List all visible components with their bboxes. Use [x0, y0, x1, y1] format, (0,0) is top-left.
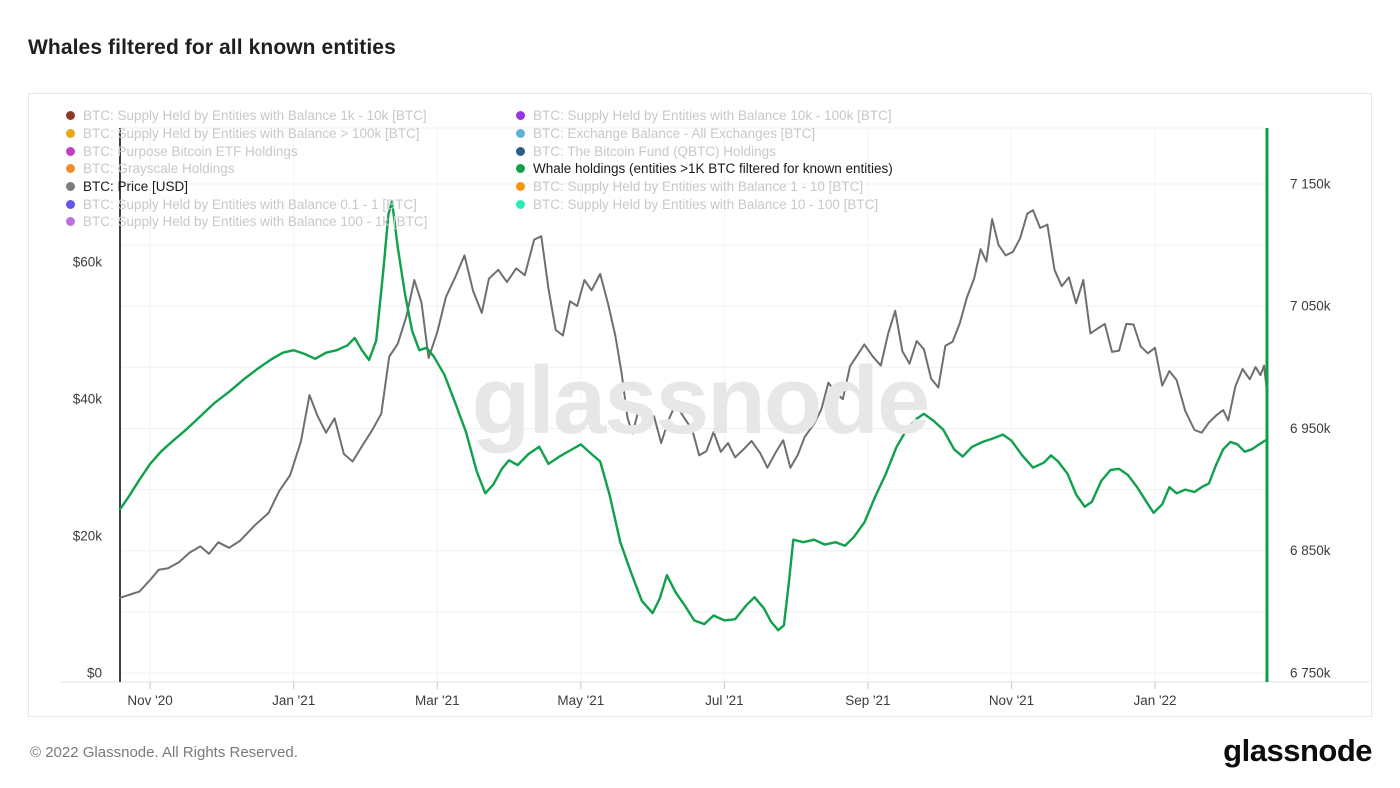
- legend-item[interactable]: BTC: Supply Held by Entities with Balanc…: [516, 107, 976, 125]
- series-color-dot-icon: [516, 111, 525, 121]
- series-color-dot-icon: [66, 199, 75, 209]
- y-tick-label-left: $40k: [73, 392, 103, 407]
- y-tick-label-left: $0: [87, 666, 102, 681]
- legend-item-label: BTC: Grayscale Holdings: [83, 161, 235, 177]
- legend-item[interactable]: BTC: The Bitcoin Fund (QBTC) Holdings: [516, 142, 976, 160]
- series-color-dot-icon: [66, 111, 75, 121]
- y-tick-label-right: 6 750k: [1290, 666, 1331, 681]
- x-tick-label: Jan '21: [272, 693, 315, 708]
- legend-item[interactable]: Whale holdings (entities >1K BTC filtere…: [516, 160, 976, 178]
- series-color-dot-icon: [516, 129, 525, 139]
- legend-item[interactable]: BTC: Supply Held by Entities with Balanc…: [66, 213, 516, 231]
- price-line: [119, 209, 1268, 599]
- legend-item-label: BTC: Supply Held by Entities with Balanc…: [83, 126, 420, 142]
- legend-item-label: BTC: Price [USD]: [83, 179, 189, 195]
- x-tick-label: Mar '21: [415, 693, 460, 708]
- series-color-dot-icon: [66, 129, 75, 139]
- legend-item-label: BTC: Supply Held by Entities with Balanc…: [533, 196, 879, 212]
- series-color-dot-icon: [66, 217, 75, 227]
- y-tick-label-right: 6 850k: [1290, 543, 1331, 558]
- copyright-text: © 2022 Glassnode. All Rights Reserved.: [30, 744, 298, 761]
- legend-item[interactable]: BTC: Supply Held by Entities with Balanc…: [66, 125, 516, 143]
- legend-column-2: BTC: Supply Held by Entities with Balanc…: [516, 107, 976, 231]
- x-tick-label: Nov '20: [127, 693, 172, 708]
- legend-item-label: BTC: The Bitcoin Fund (QBTC) Holdings: [533, 143, 776, 159]
- y-tick-label-right: 7 050k: [1290, 299, 1331, 314]
- whale-holdings-line: [118, 199, 1267, 632]
- legend-item[interactable]: BTC: Purpose Bitcoin ETF Holdings: [66, 142, 516, 160]
- x-tick-label: Nov '21: [989, 693, 1034, 708]
- x-tick-label: Jan '22: [1133, 693, 1176, 708]
- legend-item[interactable]: BTC: Supply Held by Entities with Balanc…: [516, 195, 976, 213]
- series-color-dot-icon: [516, 182, 525, 192]
- series-color-dot-icon: [516, 146, 525, 156]
- chart-card: Nov '20 Jan '21 Mar '21 May '21 Jul '21 Sep '…: [28, 93, 1372, 717]
- legend-item[interactable]: BTC: Exchange Balance - All Exchanges [B…: [516, 125, 976, 143]
- glassnode-logo: glassnode: [1223, 733, 1372, 768]
- chart-plot-area[interactable]: Nov '20 Jan '21 Mar '21 May '21 Jul '21 Sep '…: [29, 94, 1371, 716]
- y-tick-label-right: 6 950k: [1290, 421, 1331, 436]
- legend-item-label: BTC: Supply Held by Entities with Balanc…: [83, 196, 417, 212]
- legend-item-label: BTC: Supply Held by Entities with Balanc…: [533, 179, 864, 195]
- legend-item-label: BTC: Supply Held by Entities with Balanc…: [533, 108, 892, 124]
- y-tick-label-left: $60k: [73, 255, 103, 270]
- legend-item-label: BTC: Supply Held by Entities with Balanc…: [83, 108, 427, 124]
- legend-item-label: BTC: Exchange Balance - All Exchanges [B…: [533, 126, 816, 142]
- y-tick-label-left: $20k: [73, 529, 103, 544]
- legend-item[interactable]: BTC: Price [USD]: [66, 178, 516, 196]
- legend-item[interactable]: BTC: Supply Held by Entities with Balanc…: [516, 178, 976, 196]
- legend-item-label: Whale holdings (entities >1K BTC filtere…: [533, 161, 893, 177]
- series-color-dot-icon: [516, 164, 525, 174]
- x-tick-label: Sep '21: [845, 693, 890, 708]
- footer: © 2022 Glassnode. All Rights Reserved. g…: [0, 717, 1400, 788]
- series-color-dot-icon: [66, 182, 75, 192]
- legend-item-label: BTC: Supply Held by Entities with Balanc…: [83, 214, 428, 230]
- legend-column-1: BTC: Supply Held by Entities with Balanc…: [66, 107, 516, 231]
- page-title: Whales filtered for all known entities: [28, 36, 396, 59]
- legend-item[interactable]: BTC: Supply Held by Entities with Balanc…: [66, 107, 516, 125]
- legend-item[interactable]: BTC: Supply Held by Entities with Balanc…: [66, 195, 516, 213]
- series-color-dot-icon: [66, 164, 75, 174]
- x-tick-label: Jul '21: [705, 693, 744, 708]
- legend-item[interactable]: BTC: Grayscale Holdings: [66, 160, 516, 178]
- chart-legend: BTC: Supply Held by Entities with Balanc…: [66, 107, 976, 231]
- x-tick-label: May '21: [557, 693, 604, 708]
- y-tick-label-right: 7 150k: [1290, 177, 1331, 192]
- legend-item-label: BTC: Purpose Bitcoin ETF Holdings: [83, 143, 298, 159]
- series-color-dot-icon: [516, 199, 525, 209]
- series-color-dot-icon: [66, 146, 75, 156]
